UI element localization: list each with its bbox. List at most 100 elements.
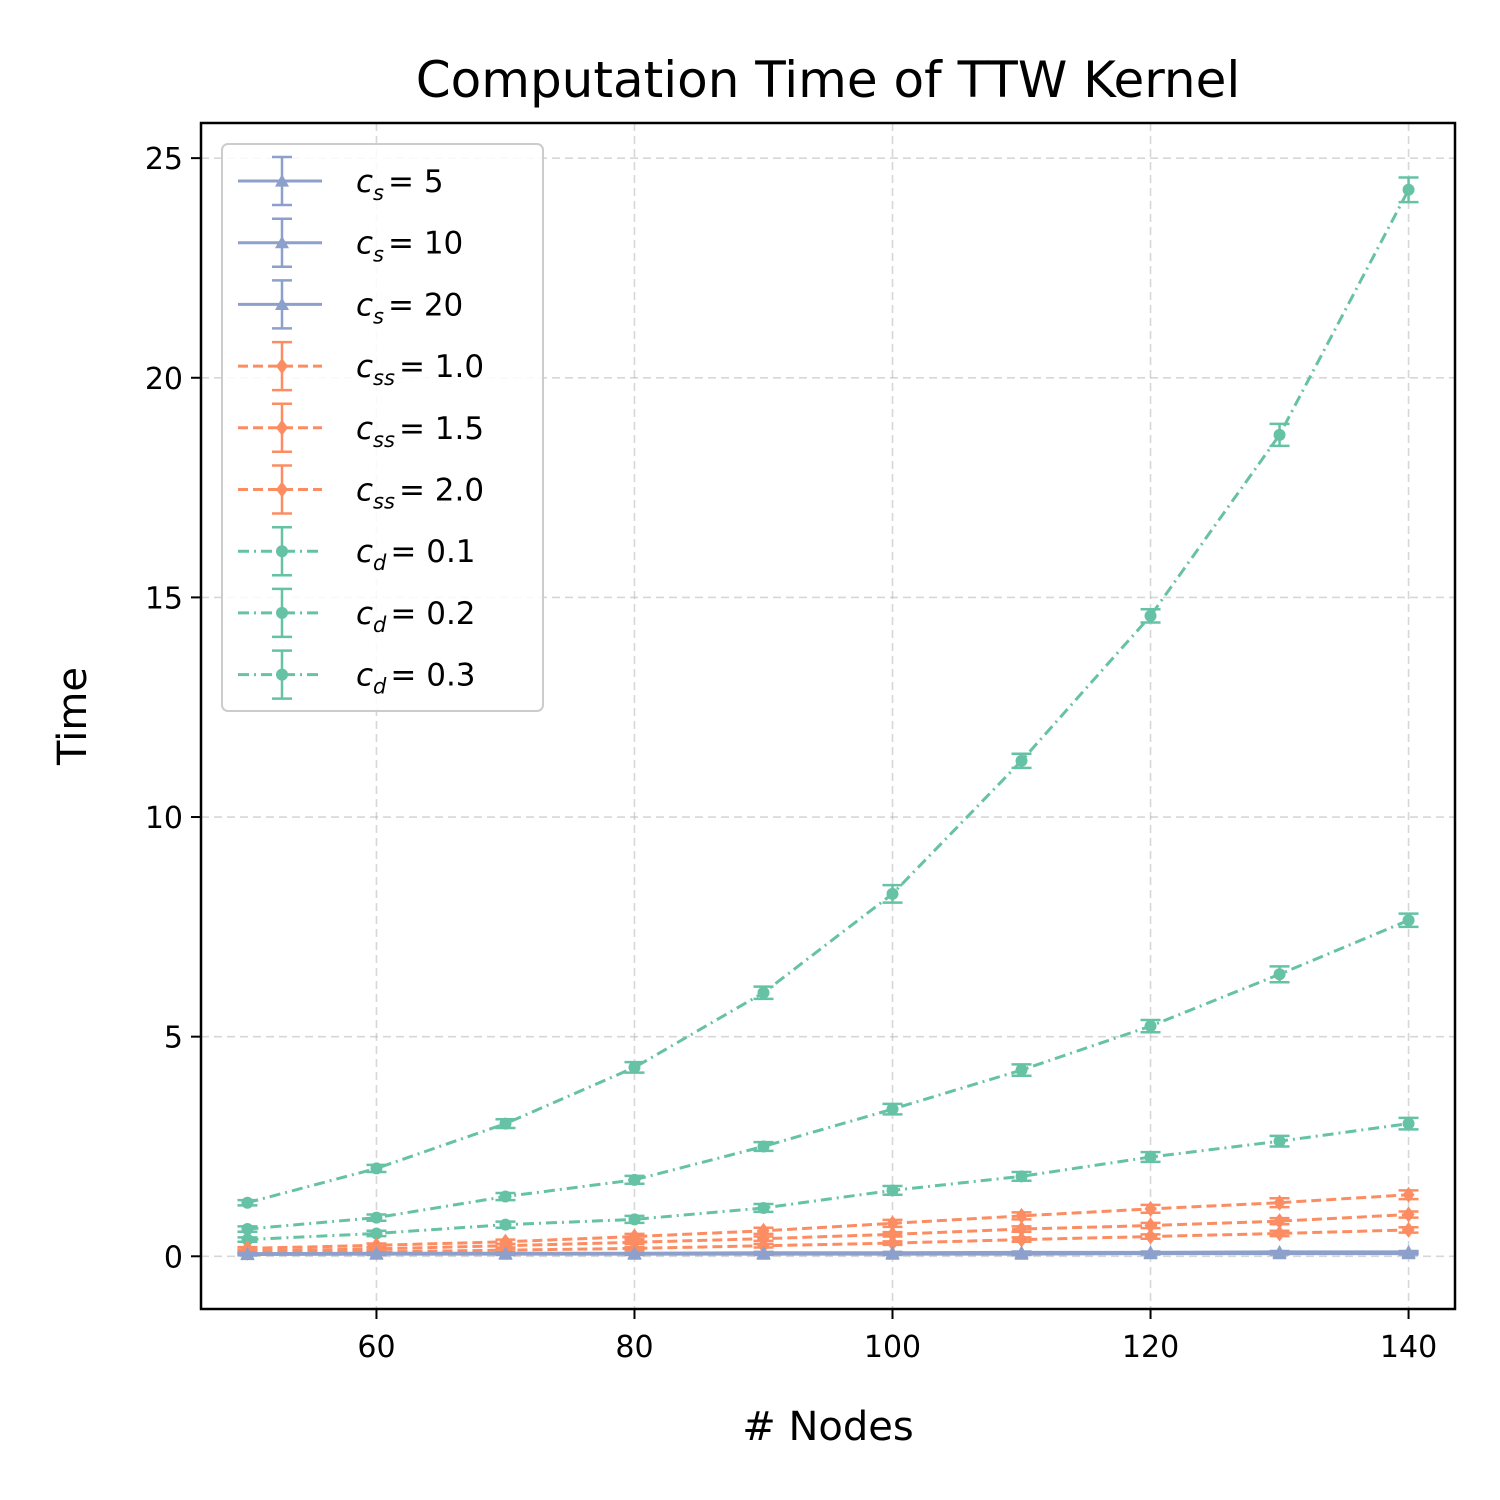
y-axis-ticks: 0 5 10 15 20 25 <box>145 142 201 1275</box>
data-point <box>1402 914 1415 927</box>
data-point <box>1273 1225 1286 1242</box>
x-tick-label: 100 <box>864 1330 921 1365</box>
legend-marker <box>276 358 288 375</box>
data-point <box>1015 1207 1028 1224</box>
data-point <box>628 1213 641 1226</box>
series-line <box>247 1228 1409 1255</box>
chart-title: Computation Time of TTW Kernel <box>416 51 1241 109</box>
data-point <box>1273 1135 1286 1148</box>
legend-marker <box>275 174 289 187</box>
data-point <box>1273 1194 1286 1211</box>
data-point <box>499 1190 512 1203</box>
data-point <box>628 1173 641 1186</box>
data-point <box>757 1237 770 1254</box>
x-tick-label: 80 <box>615 1330 653 1365</box>
data-point <box>1144 609 1157 622</box>
data-point <box>1015 1064 1028 1077</box>
data-point <box>756 1247 771 1260</box>
legend-marker <box>276 545 288 558</box>
x-axis-ticks: 60 80 100 120 140 <box>357 1309 1437 1365</box>
legend-item: cs = 5 <box>238 155 444 207</box>
data-point <box>241 1223 254 1236</box>
y-tick-label: 0 <box>164 1240 183 1275</box>
data-point <box>1273 968 1286 981</box>
data-point <box>1402 1117 1415 1130</box>
x-axis-label: # Nodes <box>742 1404 913 1450</box>
data-point <box>1402 1206 1415 1223</box>
legend-label: css = 2.0 <box>356 473 484 514</box>
legend-label: css = 1.5 <box>356 411 484 452</box>
data-point <box>241 1233 254 1246</box>
series-layer <box>237 176 1419 1261</box>
plot-frame <box>199 121 1457 1311</box>
data-point <box>1014 1247 1029 1260</box>
y-tick-label: 10 <box>145 801 183 836</box>
legend-item: cs = 20 <box>238 279 463 330</box>
data-point <box>886 1184 899 1197</box>
legend-item: css = 1.0 <box>238 340 484 392</box>
x-tick-label: 60 <box>357 1330 395 1365</box>
data-point <box>1144 1151 1157 1164</box>
x-tick-label: 140 <box>1380 1330 1437 1365</box>
series-line <box>247 1213 1409 1253</box>
data-point <box>1144 1200 1157 1217</box>
data-point <box>1272 1246 1287 1260</box>
legend: cs = 5 cs = 10 cs = 20 css = 1.0 css = 1.5 css = 2.… <box>221 143 544 712</box>
legend-marker <box>276 668 288 681</box>
legend-box <box>221 143 544 712</box>
data-point <box>885 1247 900 1260</box>
data-point <box>240 1247 255 1261</box>
series-line <box>247 918 1410 1231</box>
series-c-d-0-1 <box>237 1116 1419 1246</box>
data-point <box>886 1235 899 1252</box>
y-axis-label: Time <box>50 667 96 766</box>
legend-marker <box>275 297 289 310</box>
series-line <box>247 189 1410 1205</box>
y-tick-label: 20 <box>145 362 183 397</box>
legend-item: cd = 0.2 <box>238 587 476 639</box>
legend-marker <box>276 419 288 436</box>
data-point <box>499 1218 512 1231</box>
data-point <box>757 986 770 999</box>
data-point <box>1273 428 1286 441</box>
data-point <box>886 1215 899 1232</box>
data-point <box>370 1227 383 1240</box>
series-c-d-0-3 <box>237 176 1419 1209</box>
data-point <box>1015 1170 1028 1183</box>
legend-marker <box>275 235 289 249</box>
data-point <box>1273 1213 1286 1230</box>
data-point <box>757 1201 770 1214</box>
data-point <box>1015 1221 1028 1238</box>
data-point <box>1144 1228 1157 1245</box>
series-line <box>247 1252 1409 1257</box>
series-line <box>247 1193 1409 1250</box>
y-tick-label: 25 <box>145 142 183 177</box>
data-point <box>1401 1246 1416 1260</box>
legend-label: cd = 0.2 <box>356 596 476 637</box>
data-point <box>886 1103 899 1116</box>
legend-label: cs = 20 <box>356 287 463 328</box>
legend-marker <box>276 606 288 619</box>
y-tick-label: 15 <box>145 581 183 616</box>
legend-label: cs = 5 <box>356 164 444 205</box>
legend-label: cd = 0.1 <box>356 534 476 575</box>
data-point <box>241 1196 254 1209</box>
legend-item: cd = 0.1 <box>238 525 476 577</box>
data-point <box>886 887 899 900</box>
data-point <box>1402 183 1415 196</box>
data-point <box>886 1226 899 1243</box>
data-point <box>1015 1231 1028 1248</box>
legend-item: cs = 10 <box>238 217 463 268</box>
y-tick-label: 5 <box>164 1021 183 1056</box>
legend-item: css = 2.0 <box>238 464 484 515</box>
data-point <box>1144 1020 1157 1033</box>
data-point <box>1143 1246 1158 1260</box>
data-point <box>499 1117 512 1130</box>
data-point <box>369 1247 384 1260</box>
data-point <box>370 1211 383 1224</box>
data-point <box>370 1162 383 1175</box>
data-point <box>628 1061 641 1074</box>
data-point <box>1402 1186 1415 1203</box>
legend-item: cd = 0.3 <box>238 649 476 700</box>
